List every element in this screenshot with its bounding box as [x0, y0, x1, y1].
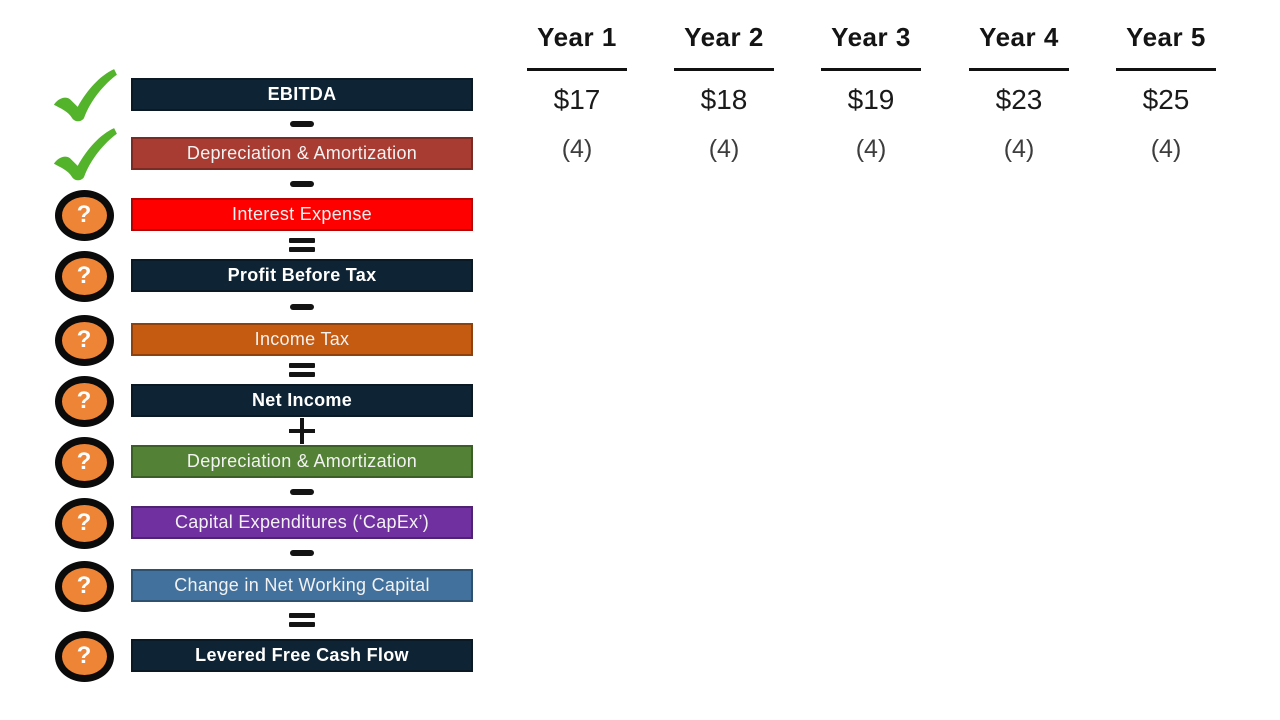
- checkmark-icon: [46, 125, 122, 183]
- question-mark-icon: ?: [46, 433, 122, 491]
- da-value: (4): [1150, 135, 1182, 163]
- year-column-4: Year 4 $23 (4): [944, 0, 1094, 180]
- equals-operator: [131, 230, 473, 260]
- header-underline: [821, 68, 921, 71]
- plus-operator: [131, 416, 473, 446]
- checkmark-icon: [46, 66, 122, 124]
- question-mark-icon: ?: [46, 311, 122, 369]
- bar-levered-free-cash-flow: Levered Free Cash Flow: [131, 639, 473, 672]
- bar-depreciation-amortization: Depreciation & Amortization: [131, 137, 473, 170]
- ebitda-value: $25: [1142, 84, 1190, 115]
- da-value: (4): [708, 135, 740, 163]
- bar-depreciation-amortization-addback: Depreciation & Amortization: [131, 445, 473, 478]
- year-header: Year 5: [1126, 22, 1206, 52]
- year-header: Year 3: [831, 22, 911, 52]
- year-column-5: Year 5 $25 (4): [1091, 0, 1241, 180]
- da-value: (4): [1003, 135, 1035, 163]
- year-header: Year 2: [684, 22, 764, 52]
- year-column-1: Year 1 $17 (4): [502, 0, 652, 180]
- question-mark-icon: ?: [46, 557, 122, 615]
- bar-ebitda: EBITDA: [131, 78, 473, 111]
- question-mark-icon: ?: [46, 494, 122, 552]
- bar-income-tax: Income Tax: [131, 323, 473, 356]
- ebitda-value: $19: [847, 84, 895, 115]
- question-mark-icon: ?: [46, 627, 122, 685]
- minus-operator: [131, 477, 473, 507]
- bar-profit-before-tax: Profit Before Tax: [131, 259, 473, 292]
- bar-interest-expense: Interest Expense: [131, 198, 473, 231]
- question-mark-icon: ?: [46, 372, 122, 430]
- da-value: (4): [855, 135, 887, 163]
- year-header: Year 4: [979, 22, 1059, 52]
- equals-operator: [131, 355, 473, 385]
- bar-net-income: Net Income: [131, 384, 473, 417]
- ebitda-value: $17: [553, 84, 601, 115]
- year-column-2: Year 2 $18 (4): [649, 0, 799, 180]
- year-header: Year 1: [537, 22, 617, 52]
- minus-operator: [131, 109, 473, 139]
- minus-operator: [131, 538, 473, 568]
- minus-operator: [131, 292, 473, 322]
- equals-operator: [131, 605, 473, 635]
- year-column-3: Year 3 $19 (4): [796, 0, 946, 180]
- da-value: (4): [561, 135, 593, 163]
- header-underline: [1116, 68, 1216, 71]
- header-underline: [674, 68, 774, 71]
- header-underline: [527, 68, 627, 71]
- bar-capital-expenditures: Capital Expenditures (‘CapEx’): [131, 506, 473, 539]
- header-underline: [969, 68, 1069, 71]
- ebitda-value: $18: [700, 84, 748, 115]
- question-mark-icon: ?: [46, 247, 122, 305]
- question-mark-icon: ?: [46, 186, 122, 244]
- minus-operator: [131, 169, 473, 199]
- ebitda-value: $23: [995, 84, 1043, 115]
- bar-change-in-net-working-capital: Change in Net Working Capital: [131, 569, 473, 602]
